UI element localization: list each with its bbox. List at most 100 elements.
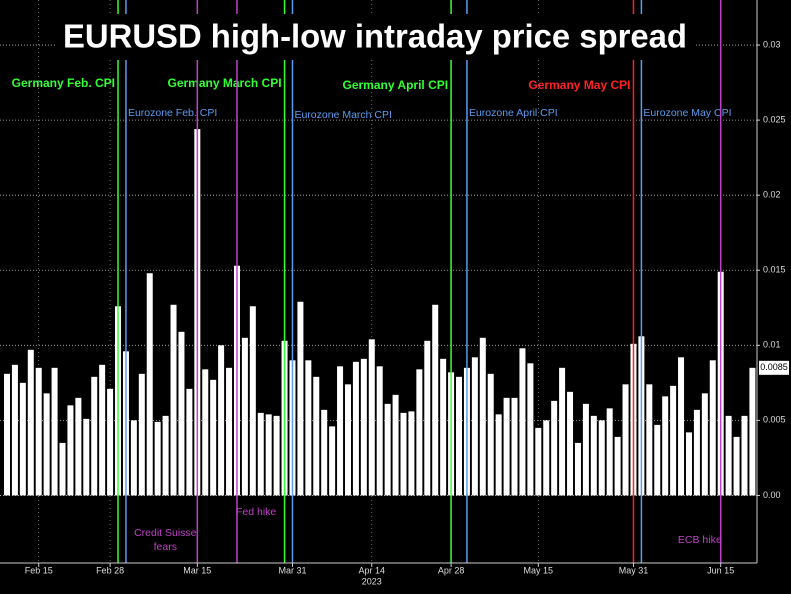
bar xyxy=(400,412,407,496)
bar xyxy=(265,414,272,496)
y-tick-label: 0.015 xyxy=(763,265,786,275)
bar xyxy=(376,366,383,496)
bar xyxy=(146,273,153,496)
annotation: Fed hike xyxy=(236,506,276,518)
bar xyxy=(749,367,756,496)
bar xyxy=(138,373,145,496)
bar xyxy=(432,304,439,496)
bar xyxy=(662,396,669,496)
annotation: Eurozone May CPI xyxy=(643,107,731,119)
bar xyxy=(733,436,740,496)
y-tick-label: 0.02 xyxy=(763,190,781,200)
bar xyxy=(75,397,82,496)
bar xyxy=(678,357,685,496)
bar xyxy=(99,364,106,496)
bar xyxy=(559,367,566,496)
bar xyxy=(408,411,415,496)
x-tick-label: May 15 xyxy=(524,565,554,575)
bar xyxy=(154,421,161,496)
bar xyxy=(567,391,574,496)
bar xyxy=(693,409,700,496)
bar xyxy=(313,376,320,496)
x-tick-label: Apr 28 xyxy=(438,565,465,575)
last-value-box xyxy=(759,360,789,375)
bar xyxy=(35,367,42,496)
bar xyxy=(162,415,169,496)
bar xyxy=(83,418,90,496)
bar xyxy=(701,393,708,496)
bar xyxy=(384,403,391,496)
bar xyxy=(582,403,589,496)
annotation: ECB hike xyxy=(678,534,722,546)
bar xyxy=(352,361,359,496)
bar xyxy=(598,420,605,496)
bar xyxy=(4,373,10,496)
bar xyxy=(456,376,463,496)
title-background xyxy=(55,14,695,60)
bar xyxy=(527,363,534,496)
y-tick-label: 0.00 xyxy=(763,490,781,500)
bar xyxy=(344,384,351,496)
bar xyxy=(495,414,502,496)
x-axis-label: 2023 xyxy=(362,576,382,586)
bar xyxy=(337,366,344,496)
bar xyxy=(59,442,66,496)
annotation: fears xyxy=(154,541,177,553)
bar xyxy=(654,424,661,496)
bar xyxy=(543,420,550,496)
annotation: Germany March CPI xyxy=(168,76,282,90)
x-tick-label: Mar 15 xyxy=(183,565,211,575)
bar xyxy=(178,331,185,496)
bar xyxy=(210,379,217,496)
bar xyxy=(614,436,621,496)
y-tick-label: 0.005 xyxy=(763,415,786,425)
bar xyxy=(360,358,367,496)
bar xyxy=(479,337,486,496)
x-tick-label: Feb 15 xyxy=(25,565,53,575)
annotation: Germany May CPI xyxy=(528,78,630,92)
bar xyxy=(130,420,137,496)
bar xyxy=(51,367,58,496)
bar xyxy=(202,369,209,496)
bar xyxy=(19,382,26,496)
annotation: Germany Feb. CPI xyxy=(12,76,115,90)
x-tick-label: Apr 14 xyxy=(359,565,386,575)
bar xyxy=(321,409,328,496)
bar xyxy=(241,337,248,496)
bar xyxy=(471,357,478,496)
bar xyxy=(27,349,34,496)
bar xyxy=(297,301,304,496)
bar xyxy=(226,367,233,496)
bar xyxy=(535,427,542,496)
bar xyxy=(503,397,510,496)
bar xyxy=(590,415,597,496)
bar xyxy=(487,373,494,496)
bar xyxy=(741,415,748,496)
chart-title: EURUSD high-low intraday price spread xyxy=(63,18,687,55)
bar xyxy=(551,400,558,496)
bar xyxy=(273,415,280,496)
bar xyxy=(622,384,629,496)
bar xyxy=(249,306,256,496)
last-value-label: 0.0085 xyxy=(760,362,788,372)
bar xyxy=(606,408,613,496)
bar xyxy=(416,369,423,496)
annotation: Germany April CPI xyxy=(342,78,448,92)
bar xyxy=(685,432,692,496)
bar xyxy=(424,340,431,496)
bar xyxy=(305,360,312,496)
bar xyxy=(368,339,375,496)
x-tick-label: May 31 xyxy=(619,565,649,575)
bar xyxy=(67,405,74,496)
y-tick-label: 0.01 xyxy=(763,340,781,350)
x-tick-label: Mar 31 xyxy=(278,565,306,575)
bar xyxy=(519,348,526,496)
annotation: Eurozone March CPI xyxy=(294,109,391,121)
annotation: Eurozone April CPI xyxy=(469,107,558,119)
y-tick-label: 0.03 xyxy=(763,39,781,49)
bar xyxy=(440,358,447,496)
bar xyxy=(670,385,677,496)
bar xyxy=(709,360,716,496)
